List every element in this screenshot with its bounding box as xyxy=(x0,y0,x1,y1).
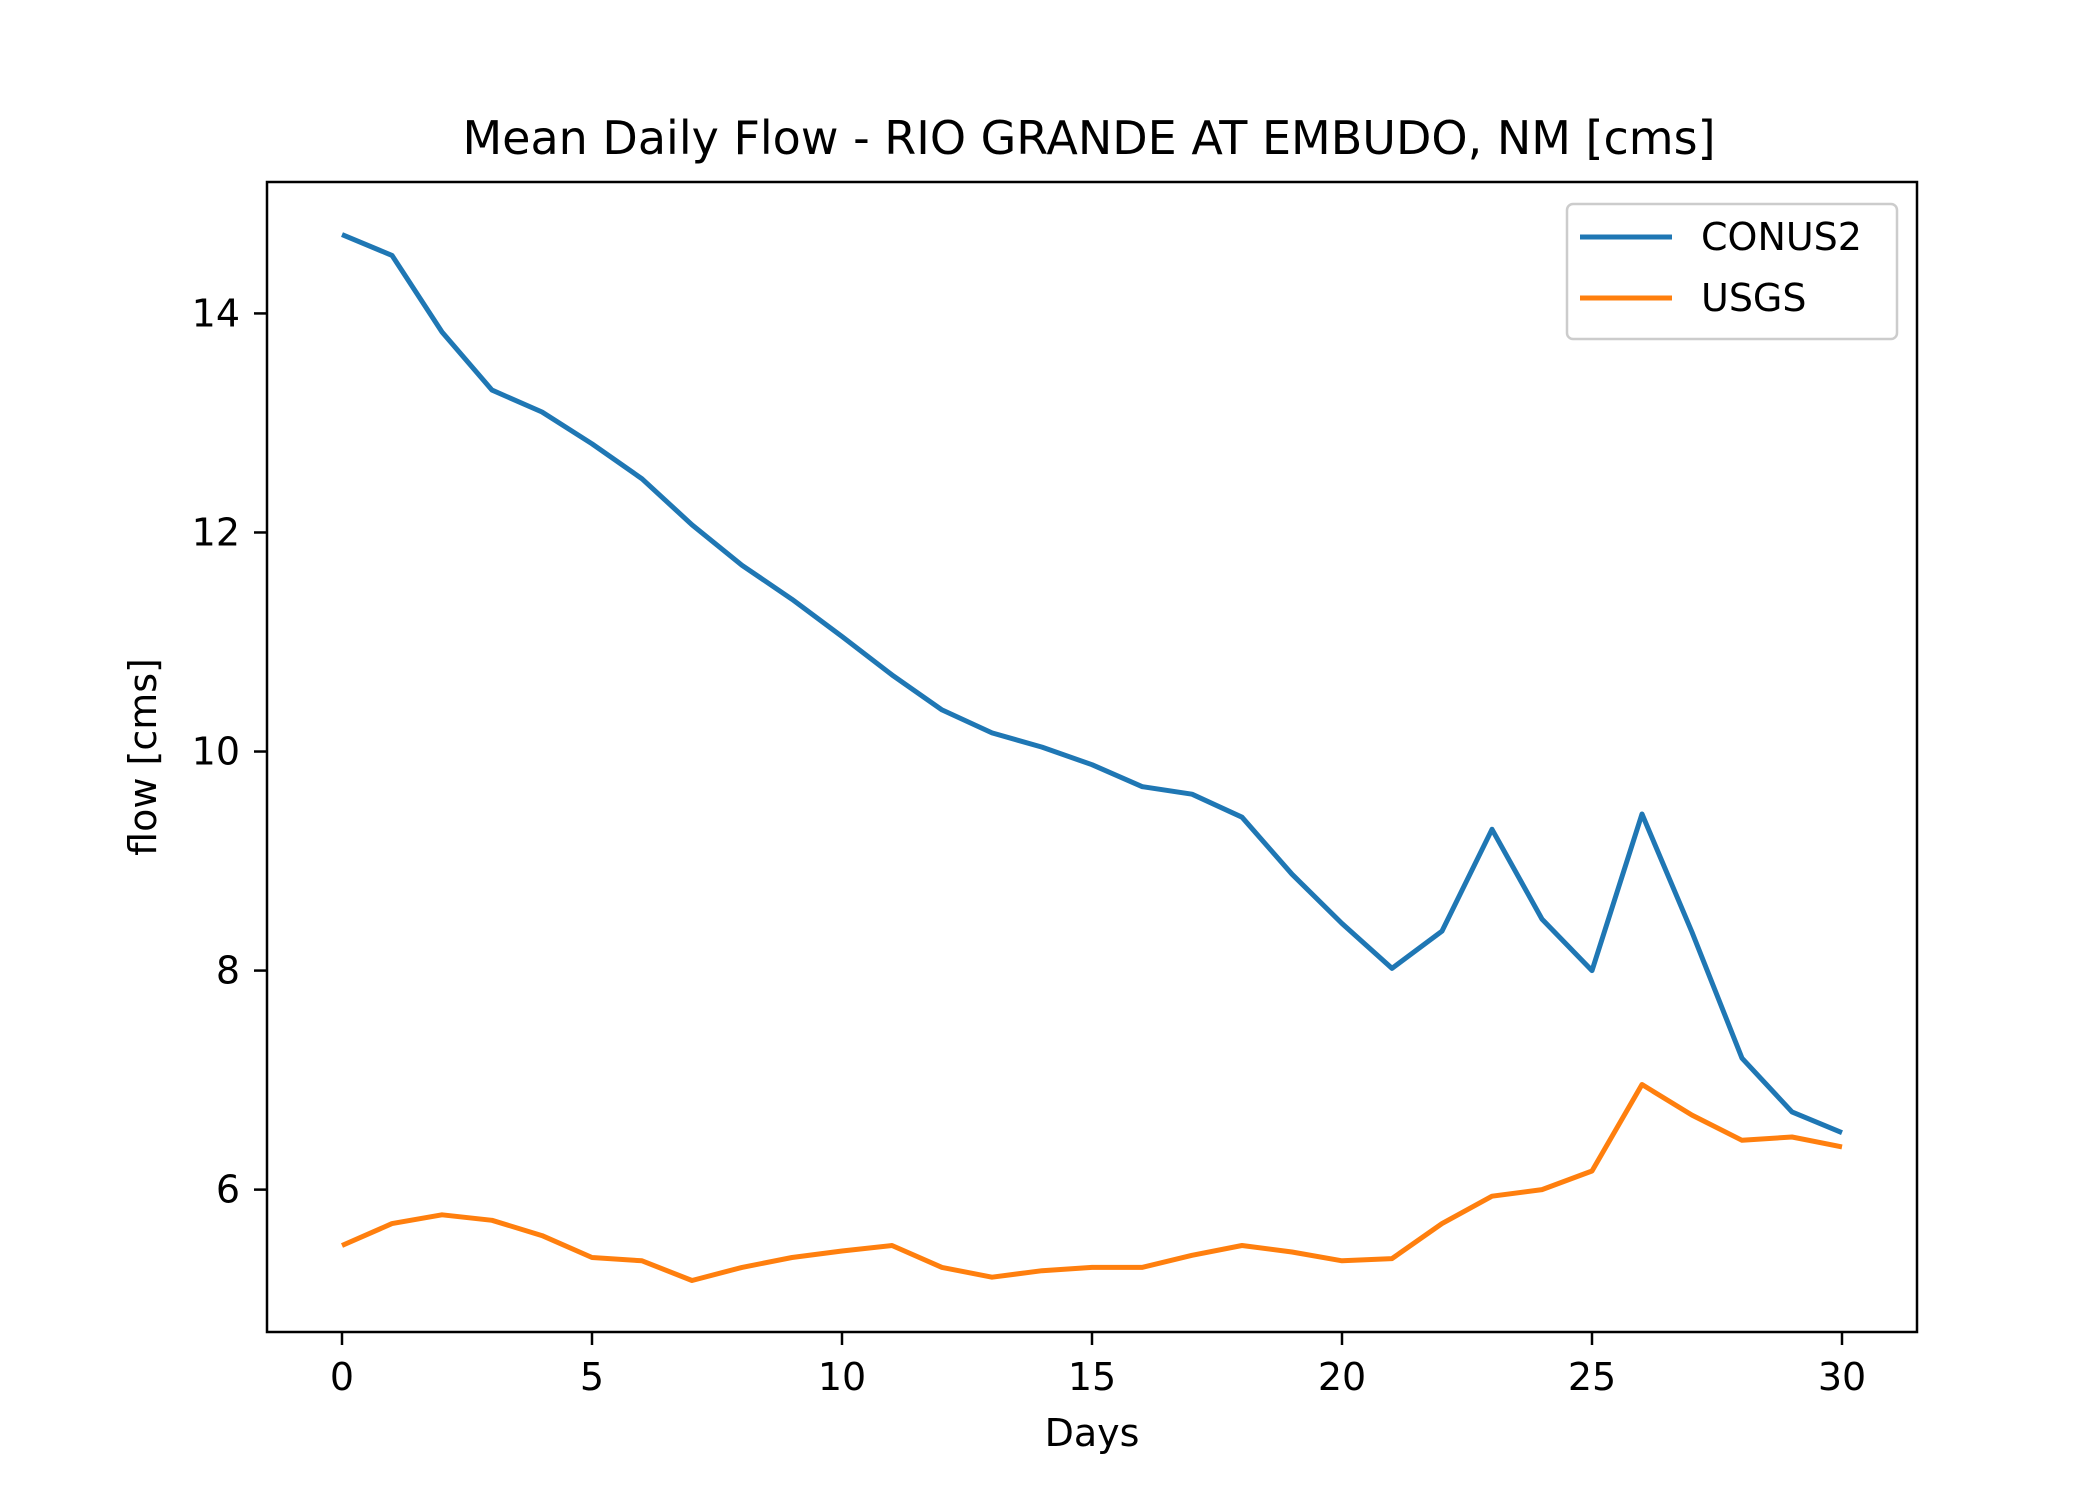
legend-label-usgs: USGS xyxy=(1701,276,1807,320)
series-line-usgs xyxy=(340,1082,1843,1283)
legend-label-conus2: CONUS2 xyxy=(1701,215,1862,259)
y-tick-label: 12 xyxy=(192,510,240,554)
plot-area xyxy=(340,232,1843,1283)
series-line-conus2 xyxy=(341,232,1843,1136)
y-axis: 6 8 10 12 14 xyxy=(192,291,267,1212)
chart-title: Mean Daily Flow - RIO GRANDE AT EMBUDO, … xyxy=(462,111,1715,165)
y-axis-label: flow [cms] xyxy=(121,658,165,856)
y-tick-label: 10 xyxy=(192,730,240,774)
y-tick-label: 14 xyxy=(192,291,240,335)
x-axis-label: Days xyxy=(1045,1411,1140,1455)
x-tick-label: 15 xyxy=(1068,1355,1116,1399)
x-tick-label: 10 xyxy=(818,1355,866,1399)
x-tick-label: 20 xyxy=(1318,1355,1366,1399)
x-tick-label: 0 xyxy=(330,1355,354,1399)
x-tick-label: 30 xyxy=(1818,1355,1866,1399)
x-axis: 0 5 10 15 20 25 30 xyxy=(330,1332,1866,1399)
y-tick-label: 8 xyxy=(216,949,240,993)
x-tick-label: 25 xyxy=(1568,1355,1616,1399)
y-tick-label: 6 xyxy=(216,1168,240,1212)
legend: CONUS2 USGS xyxy=(1565,202,1899,341)
x-tick-label: 5 xyxy=(580,1355,604,1399)
